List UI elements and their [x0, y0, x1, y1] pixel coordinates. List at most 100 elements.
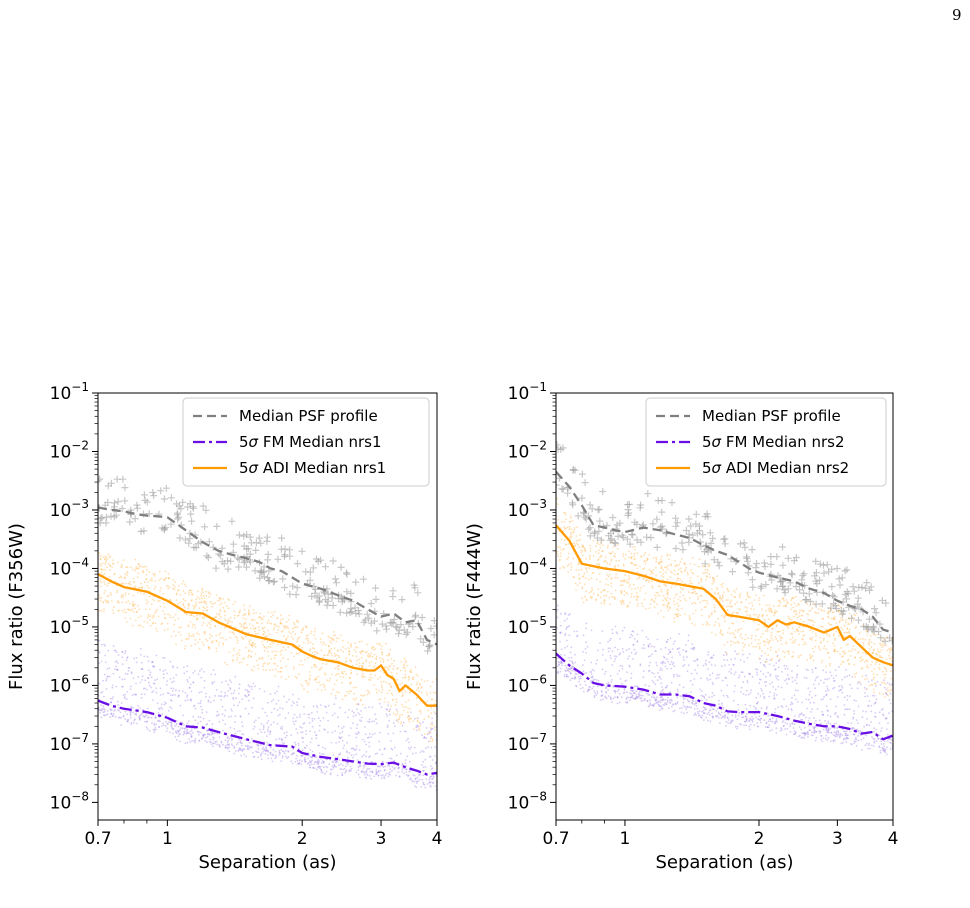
- scatter-point: [397, 718, 400, 721]
- scatter-point: [418, 727, 420, 730]
- scatter-point: [744, 720, 747, 723]
- scatter-point: [178, 626, 181, 629]
- scatter-point: [190, 729, 193, 732]
- scatter-point: [263, 690, 266, 693]
- scatter-point: [350, 727, 352, 729]
- scatter-point: [151, 722, 153, 724]
- scatter-point: [386, 726, 389, 728]
- scatter-point: [177, 602, 179, 605]
- scatter-point: [666, 641, 668, 644]
- scatter-point: [162, 693, 165, 696]
- scatter-point: [194, 741, 197, 744]
- scatter-point: [663, 704, 666, 706]
- scatter-point: [393, 768, 395, 771]
- scatter-point: [206, 730, 209, 732]
- scatter-point: [212, 732, 215, 735]
- scatter-point: [246, 626, 248, 628]
- scatter-point: [401, 762, 404, 765]
- scatter-point: [156, 678, 159, 680]
- scatter-point: [610, 698, 612, 701]
- scatter-point: [753, 613, 755, 616]
- scatter-marker: [121, 497, 129, 505]
- scatter-marker: [252, 546, 260, 554]
- scatter-point: [846, 734, 849, 737]
- scatter-point: [338, 656, 341, 659]
- scatter-point: [356, 663, 358, 666]
- scatter-point: [252, 608, 255, 611]
- scatter-point: [233, 610, 236, 613]
- scatter-point: [605, 687, 608, 689]
- scatter-point: [593, 695, 596, 697]
- scatter-point: [828, 617, 830, 619]
- scatter-point: [802, 625, 805, 628]
- scatter-point: [112, 606, 115, 609]
- scatter-point: [665, 703, 668, 706]
- scatter-point: [578, 573, 581, 576]
- scatter-point: [648, 581, 651, 583]
- scatter-point: [825, 728, 828, 731]
- scatter-point: [248, 623, 251, 625]
- scatter-point: [607, 681, 610, 684]
- scatter-point: [219, 599, 221, 601]
- scatter-point: [632, 692, 635, 694]
- scatter-point: [762, 594, 765, 597]
- scatter-point: [144, 687, 146, 690]
- scatter-point: [167, 721, 170, 724]
- scatter-point: [671, 648, 674, 650]
- scatter-point: [797, 715, 800, 718]
- scatter-point: [257, 748, 260, 750]
- scatter-point: [197, 702, 200, 705]
- scatter-point: [814, 639, 817, 642]
- scatter-point: [246, 663, 249, 666]
- scatter-point: [121, 650, 124, 653]
- scatter-point: [693, 647, 696, 650]
- scatter-point: [312, 643, 314, 645]
- scatter-point: [378, 698, 380, 701]
- scatter-point: [346, 756, 349, 759]
- scatter-point: [745, 724, 748, 727]
- scatter-point: [663, 656, 666, 659]
- scatter-marker: [243, 563, 250, 571]
- scatter-point: [853, 710, 855, 712]
- scatter-point: [224, 746, 227, 749]
- scatter-point: [145, 599, 148, 601]
- scatter-point: [184, 599, 187, 602]
- scatter-point: [398, 716, 401, 719]
- scatter-point: [434, 692, 437, 694]
- scatter-point: [648, 693, 651, 696]
- scatter-point: [333, 647, 336, 649]
- scatter-point: [220, 699, 223, 701]
- scatter-point: [241, 733, 243, 735]
- scatter-point: [716, 715, 719, 717]
- scatter-point: [625, 691, 628, 694]
- scatter-point: [380, 777, 383, 780]
- scatter-point: [292, 621, 295, 624]
- scatter-point: [195, 598, 198, 601]
- scatter-point: [652, 704, 655, 707]
- scatter-point: [197, 716, 200, 718]
- scatter-point: [746, 594, 749, 597]
- scatter-point: [109, 716, 111, 718]
- scatter-point: [813, 729, 816, 732]
- scatter-marker: [157, 487, 165, 495]
- scatter-point: [672, 703, 675, 706]
- scatter-point: [362, 662, 365, 665]
- scatter-point: [829, 723, 832, 725]
- scatter-point: [704, 708, 706, 711]
- scatter-point: [634, 692, 636, 694]
- scatter-point: [155, 728, 157, 731]
- scatter-point: [659, 699, 662, 702]
- scatter-point: [597, 563, 600, 566]
- scatter-point: [835, 733, 838, 736]
- scatter-point: [352, 754, 355, 756]
- scatter-point: [808, 693, 811, 696]
- scatter-point: [296, 677, 298, 679]
- scatter-point: [707, 653, 709, 656]
- scatter-point: [763, 719, 766, 722]
- scatter-point: [673, 673, 675, 676]
- scatter-point: [344, 647, 347, 650]
- scatter-point: [829, 671, 832, 674]
- scatter-point: [293, 752, 296, 755]
- scatter-point: [124, 582, 127, 585]
- scatter-point: [560, 631, 562, 634]
